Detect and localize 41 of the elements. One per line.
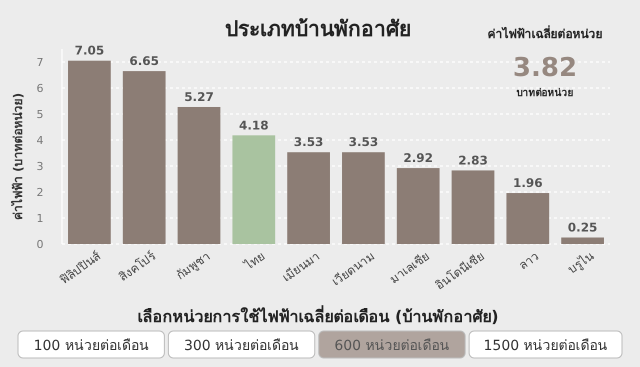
text: 600 หน่วยต่อเดือน — [334, 338, 450, 354]
bar — [178, 106, 220, 244]
text: 300 หน่วยต่อเดือน — [184, 338, 300, 354]
data-label: 2.83 — [458, 153, 488, 168]
x-axis-title: เลือกหน่วยการใช้ไฟฟ้าเฉลี่ยต่อเดือน (บ้านพักอาศัย) — [137, 305, 499, 326]
bar — [122, 71, 166, 244]
bar — [287, 152, 330, 244]
annotation: บาทต่อหน่วย — [516, 87, 574, 99]
data-label: 3.53 — [294, 135, 324, 150]
x-tick-label: ไทย — [241, 248, 268, 274]
text: ค่าไฟฟ้าเฉลี่ยต่อหน่วย — [488, 25, 602, 41]
y-tick-label: 5 — [36, 108, 44, 121]
y-tick-label: 1 — [36, 212, 44, 225]
y-tick-label: 7 — [36, 56, 44, 69]
text: 1500 หน่วยต่อเดือน — [484, 338, 608, 354]
bar — [68, 60, 111, 244]
bar — [232, 135, 276, 244]
data-label: 3.53 — [348, 135, 378, 150]
data-label: 0.25 — [568, 220, 598, 234]
x-tick-label: บรูไน — [565, 248, 597, 278]
y-axis-title: ค่าไฟฟ้า (บาทต่อหน่วย) — [10, 92, 25, 220]
data-label: 7.05 — [74, 44, 104, 58]
bar — [561, 238, 604, 244]
data-label: 2.92 — [403, 151, 434, 166]
bar — [342, 152, 385, 244]
data-label: 5.27 — [184, 90, 214, 104]
annotation: 3.82 — [512, 53, 578, 83]
y-tick-label: 0 — [36, 238, 44, 251]
y-tick-label: 4 — [36, 134, 44, 147]
chart-title: ประเภทบ้านพักอาศัย — [225, 17, 411, 41]
bar — [452, 170, 494, 244]
x-tick-label: ลาว — [516, 248, 542, 273]
y-tick-label: 3 — [36, 160, 44, 173]
data-label: 4.18 — [238, 118, 269, 132]
y-tick-label: 2 — [36, 186, 44, 199]
bar — [396, 168, 440, 244]
bar — [506, 193, 550, 244]
data-label: 6.65 — [129, 54, 160, 68]
text: 100 หน่วยต่อเดือน — [34, 338, 149, 354]
data-label: 1.96 — [512, 176, 543, 190]
y-tick-label: 6 — [36, 82, 44, 95]
